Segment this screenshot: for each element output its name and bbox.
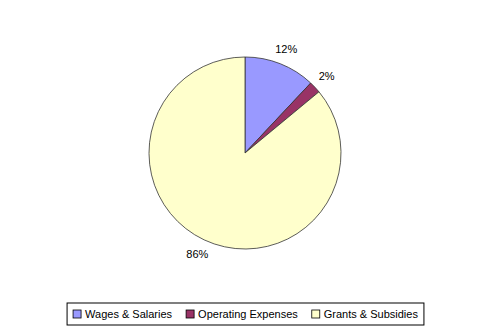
legend-frame [67, 303, 424, 325]
legend-item: Wages & Salaries [73, 308, 173, 320]
pie: 12% 2% 86% [149, 43, 341, 260]
data-label: 12% [275, 43, 297, 55]
legend-item: Operating Expenses [186, 308, 298, 320]
legend-label: Operating Expenses [198, 308, 298, 320]
data-label: 2% [319, 70, 335, 82]
legend-item: Grants & Subsidies [312, 308, 419, 320]
chart: 12% 2% 86% Wages & Salaries Operating Expens… [0, 0, 491, 333]
legend-label: Wages & Salaries [85, 308, 173, 320]
legend-swatch [312, 310, 320, 318]
legend-swatch [186, 310, 194, 318]
legend: Wages & Salaries Operating Expenses Grants… [67, 303, 424, 325]
slice [149, 57, 341, 249]
data-label: 86% [186, 248, 208, 260]
legend-label: Grants & Subsidies [324, 308, 419, 320]
legend-swatch [73, 310, 81, 318]
